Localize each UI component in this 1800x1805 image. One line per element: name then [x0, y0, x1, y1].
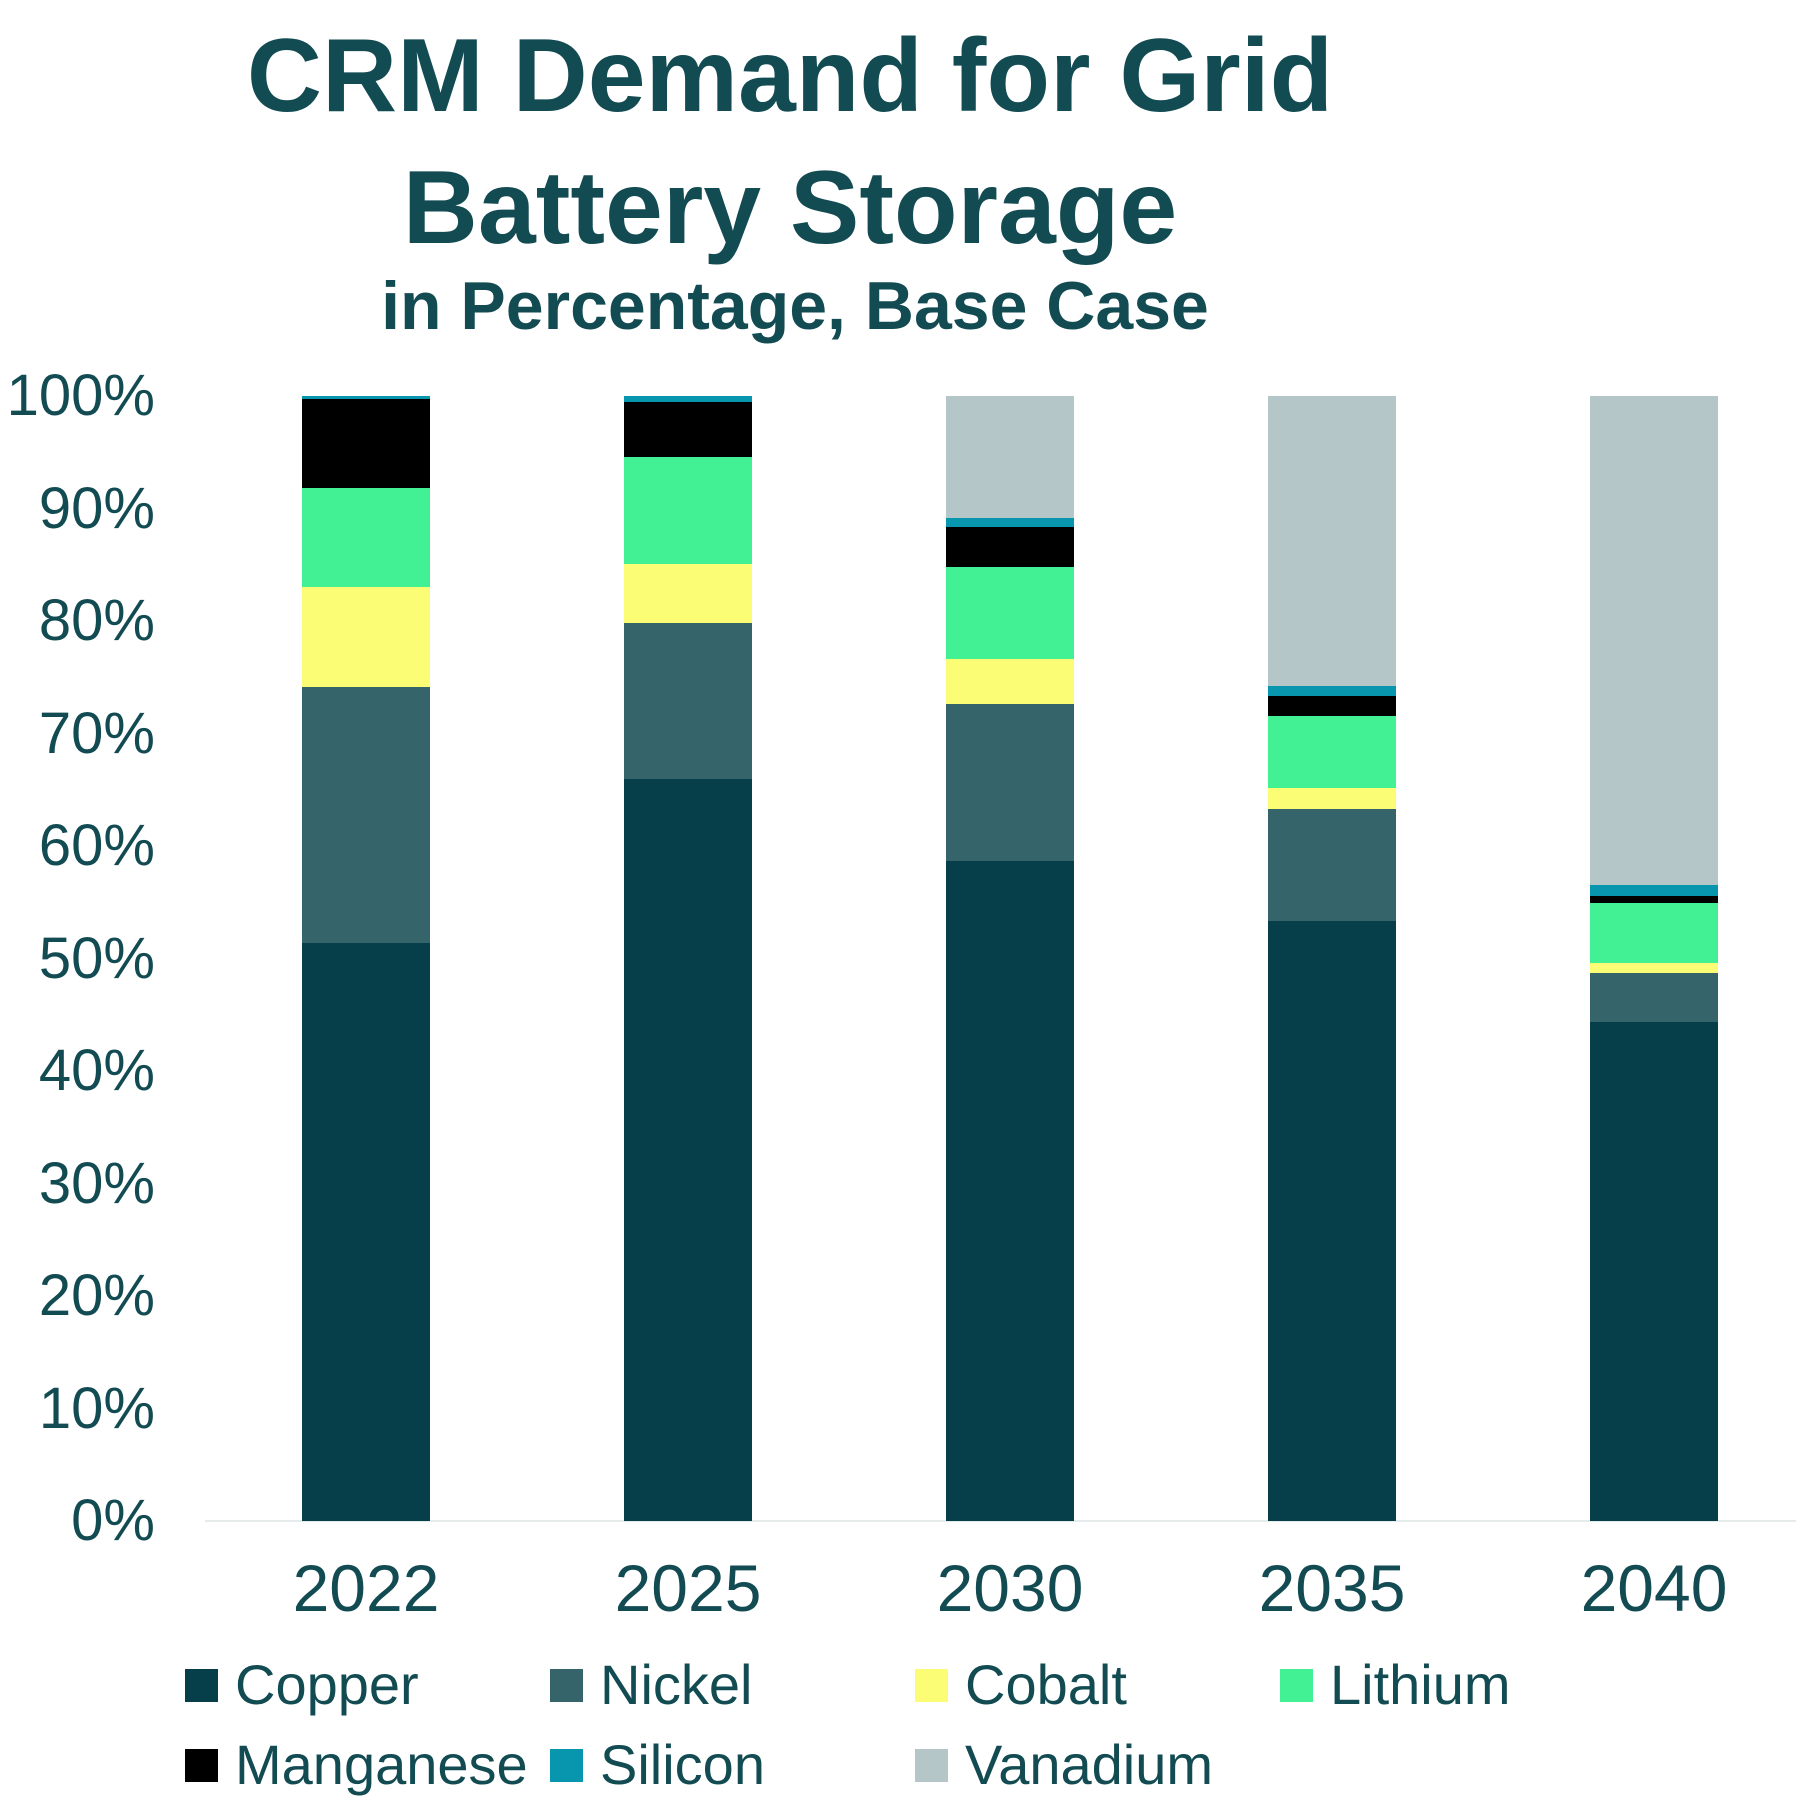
bar-segment-copper-2025	[624, 778, 752, 1521]
x-tick-label-2025: 2025	[614, 1551, 762, 1625]
bar-segment-manganese-2035	[1268, 696, 1396, 716]
legend-item-cobalt: Cobalt	[915, 1655, 1280, 1715]
bar-segment-cobalt-2022	[302, 587, 430, 688]
legend-label-vanadium: Vanadium	[965, 1733, 1214, 1796]
legend-swatch-vanadium	[915, 1748, 948, 1782]
stacked-bar-2040	[1590, 396, 1718, 1521]
legend-item-nickel: Nickel	[550, 1655, 915, 1715]
bar-column-2025	[527, 396, 849, 1521]
legend-label-cobalt: Cobalt	[965, 1653, 1127, 1716]
x-tick-label-2040: 2040	[1580, 1551, 1728, 1625]
legend-item-vanadium: Vanadium	[915, 1735, 1280, 1795]
bar-segment-copper-2035	[1268, 921, 1396, 1521]
y-tick-label-20: 20%	[38, 1263, 155, 1328]
bar-segment-silicon-2040	[1590, 885, 1718, 896]
legend-label-nickel: Nickel	[600, 1653, 753, 1716]
legend-row-2: Manganese Silicon Vanadium	[185, 1725, 1745, 1805]
bar-segment-lithium-2035	[1268, 715, 1396, 788]
bar-segment-manganese-2030	[946, 526, 1074, 567]
stacked-bar-2022	[302, 396, 430, 1521]
bar-segment-silicon-2030	[946, 517, 1074, 527]
stacked-bar-2035	[1268, 396, 1396, 1521]
legend: Copper Nickel Cobalt Lithium Manganese Silico…	[185, 1645, 1745, 1805]
chart-subtitle: in Percentage, Base Case	[381, 268, 1209, 344]
legend-label-lithium: Lithium	[1330, 1653, 1511, 1716]
bar-segment-copper-2022	[302, 942, 430, 1521]
bar-segment-vanadium-2040	[1590, 396, 1718, 886]
bar-column-2022	[205, 396, 527, 1521]
bar-segment-nickel-2040	[1590, 973, 1718, 1022]
x-tick-label-2035: 2035	[1258, 1551, 1406, 1625]
legend-item-lithium: Lithium	[1280, 1655, 1645, 1715]
bar-segment-lithium-2030	[946, 567, 1074, 660]
chart-title-line2: Battery Storage	[402, 150, 1178, 266]
bar-segment-vanadium-2030	[946, 396, 1074, 518]
chart-title-line1: CRM Demand for Grid	[246, 18, 1334, 134]
legend-label-silicon: Silicon	[600, 1733, 765, 1796]
legend-item-copper: Copper	[185, 1655, 550, 1715]
y-tick-label-0: 0%	[71, 1488, 155, 1553]
bar-segment-silicon-2025	[624, 396, 752, 402]
y-tick-label-40: 40%	[38, 1038, 155, 1103]
bar-segment-silicon-2035	[1268, 686, 1396, 697]
legend-swatch-cobalt	[915, 1668, 948, 1702]
legend-swatch-silicon	[550, 1748, 583, 1782]
bar-segment-cobalt-2040	[1590, 963, 1718, 974]
bar-segment-cobalt-2025	[624, 563, 752, 624]
bar-segment-cobalt-2030	[946, 659, 1074, 705]
y-tick-label-70: 70%	[38, 700, 155, 766]
bar-segment-nickel-2022	[302, 687, 430, 943]
y-tick-label-90: 90%	[38, 475, 155, 541]
x-tick-label-2030: 2030	[936, 1551, 1084, 1625]
legend-swatch-copper	[185, 1668, 218, 1702]
bar-segment-copper-2040	[1590, 1021, 1718, 1521]
legend-swatch-manganese	[185, 1748, 218, 1782]
x-axis-labels: 2022 2025 2030 2035 2040	[205, 1552, 1800, 1624]
bar-segment-lithium-2025	[624, 456, 752, 564]
bar-segment-nickel-2035	[1268, 808, 1396, 922]
bar-segment-vanadium-2035	[1268, 396, 1396, 687]
bar-segment-cobalt-2035	[1268, 787, 1396, 809]
bar-column-2030	[849, 396, 1171, 1521]
bar-column-2035	[1171, 396, 1493, 1521]
legend-label-manganese: Manganese	[235, 1733, 528, 1796]
bar-segment-manganese-2025	[624, 401, 752, 457]
bar-segment-manganese-2022	[302, 399, 430, 489]
bar-segment-lithium-2040	[1590, 903, 1718, 963]
y-tick-label-60: 60%	[38, 813, 155, 878]
bar-segment-silicon-2022	[302, 396, 430, 400]
bar-segment-nickel-2025	[624, 623, 752, 779]
legend-label-copper: Copper	[235, 1653, 419, 1716]
y-tick-label-100: 100%	[6, 363, 155, 428]
bar-column-2040	[1493, 396, 1800, 1521]
x-axis-baseline	[205, 1520, 1796, 1522]
stacked-bar-2030	[946, 396, 1074, 1521]
legend-swatch-lithium	[1280, 1668, 1313, 1702]
bar-segment-nickel-2030	[946, 704, 1074, 861]
y-tick-label-30: 30%	[38, 1150, 155, 1216]
y-tick-label-80: 80%	[38, 588, 155, 653]
chart-title: CRM Demand for Grid Battery Storage	[0, 10, 1580, 274]
legend-item-silicon: Silicon	[550, 1735, 915, 1795]
bar-segment-lithium-2022	[302, 488, 430, 588]
legend-row-1: Copper Nickel Cobalt Lithium	[185, 1645, 1745, 1725]
legend-item-manganese: Manganese	[185, 1735, 550, 1795]
stacked-bar-2025	[624, 396, 752, 1521]
y-tick-label-10: 10%	[38, 1375, 155, 1441]
y-tick-label-50: 50%	[38, 925, 155, 991]
bar-segment-copper-2030	[946, 860, 1074, 1521]
plot-area	[205, 396, 1800, 1521]
bar-segment-manganese-2040	[1590, 895, 1718, 904]
x-tick-label-2022: 2022	[292, 1551, 440, 1625]
legend-swatch-nickel	[550, 1668, 583, 1702]
